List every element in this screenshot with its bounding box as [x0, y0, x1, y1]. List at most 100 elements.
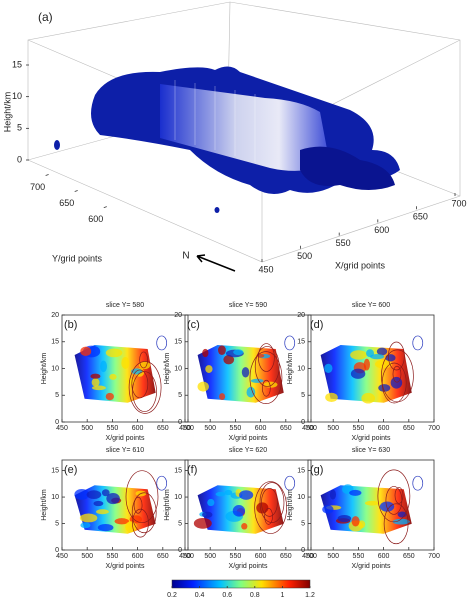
- field-patch: [241, 367, 250, 378]
- x-tick-label: 550: [107, 553, 119, 560]
- colorbar-tick-label: 0.2: [167, 592, 177, 598]
- y-tick-label: 15: [297, 467, 305, 474]
- y-tick: [45, 174, 49, 176]
- y-tick-label: 15: [174, 467, 182, 474]
- slice-panel: slice Y= 620 (f) 0 5 10 15 450 500 550 600 650 700 X…: [164, 447, 317, 570]
- x-tick-label: 500: [81, 553, 93, 560]
- contour: [392, 365, 402, 383]
- contour: [284, 335, 296, 351]
- axis-label: X/grid points: [106, 563, 145, 570]
- x-tick-label: 600: [378, 553, 390, 560]
- field-patch: [246, 386, 256, 398]
- field-patch: [218, 345, 226, 356]
- x-tick-label: 600: [374, 225, 389, 235]
- y-tick-label: 10: [51, 494, 59, 501]
- x-tick-label: 650: [157, 553, 169, 560]
- axis-label: Height/km: [41, 489, 48, 521]
- x-tick-label: 550: [230, 425, 242, 432]
- contour: [385, 486, 403, 515]
- field-patch: [91, 378, 100, 387]
- contour: [412, 475, 424, 491]
- contour: [133, 496, 143, 514]
- axis-label: Height/km: [164, 489, 171, 521]
- panel-label: (d): [310, 319, 323, 331]
- field-patch: [114, 518, 130, 525]
- x-tick-label: 650: [280, 425, 292, 432]
- contour: [284, 475, 296, 491]
- field-patch: [349, 489, 362, 496]
- slice-panel: slice Y= 600 (d) 0 5 10 15 20 450 500 550 600 650 70…: [287, 302, 440, 442]
- panel-title: slice Y= 600: [352, 302, 390, 309]
- field-patch: [392, 518, 410, 525]
- y-tick-label: 15: [51, 467, 59, 474]
- field: [320, 335, 424, 404]
- y-tick-label: 15: [174, 339, 182, 346]
- contour: [132, 508, 149, 538]
- field-patch: [363, 358, 370, 371]
- field-patch: [350, 350, 367, 360]
- y-tick-label: 10: [297, 365, 305, 372]
- x-tick-label: 500: [327, 425, 339, 432]
- contour: [388, 341, 405, 371]
- z-tick-label: 0: [17, 154, 22, 164]
- axis-label: Height/km: [2, 92, 12, 133]
- field-patch: [92, 385, 106, 391]
- contour: [394, 487, 404, 504]
- field-patch: [324, 363, 333, 373]
- y-tick-label: 700: [30, 182, 45, 192]
- field-patch: [121, 356, 130, 369]
- field: [320, 469, 424, 545]
- plot-frame: [61, 459, 189, 551]
- contour: [259, 482, 285, 523]
- y-tick-label: 10: [174, 365, 182, 372]
- y-tick-label: 0: [301, 547, 305, 554]
- panel-title: slice Y= 630: [352, 447, 390, 454]
- x-tick-label: 450: [302, 425, 314, 432]
- x-tick-label: 650: [403, 553, 415, 560]
- y-tick-label: 20: [297, 312, 305, 319]
- contour: [261, 488, 278, 517]
- field: [74, 335, 168, 414]
- colorbar: [171, 579, 311, 589]
- plot-frame: [307, 459, 435, 551]
- field-patch: [125, 521, 137, 533]
- field-patch: [250, 378, 264, 383]
- y-tick-label: 10: [297, 494, 305, 501]
- field: [193, 475, 296, 534]
- field-patch: [385, 354, 396, 362]
- x-tick-label: 450: [179, 425, 191, 432]
- field-patch: [239, 490, 254, 500]
- field-patch: [361, 392, 376, 404]
- field-patch: [241, 523, 248, 530]
- z-tick-label: 10: [12, 91, 22, 101]
- y-tick-label: 20: [51, 312, 59, 319]
- panel-title: slice Y= 610: [106, 447, 144, 454]
- x-tick-label: 500: [81, 425, 93, 432]
- x-tick-label: 500: [327, 553, 339, 560]
- field-patch: [79, 513, 98, 523]
- y-tick-label: 15: [51, 339, 59, 346]
- panel-title: slice Y= 590: [229, 302, 267, 309]
- x-tick-label: 700: [451, 198, 466, 208]
- north-arrow: [196, 254, 236, 272]
- x-tick-label: 600: [378, 425, 390, 432]
- contour: [264, 508, 273, 525]
- field-patch: [205, 365, 213, 373]
- field-patch: [202, 348, 209, 358]
- y-tick-label: 10: [51, 365, 59, 372]
- y-tick-label: 0: [55, 419, 59, 426]
- x-tick-label: 600: [255, 425, 267, 432]
- field-patch: [223, 354, 235, 365]
- field-patch: [390, 376, 403, 389]
- field-patch: [215, 491, 226, 497]
- contour: [381, 349, 414, 403]
- x-tick-label: 700: [182, 553, 194, 560]
- contour: [254, 481, 287, 534]
- y-tick-label: 600: [88, 214, 103, 224]
- x-tick-label: 550: [353, 425, 365, 432]
- field-patch: [193, 517, 212, 529]
- x-tick-label: 450: [179, 553, 191, 560]
- panel-label: (e): [64, 464, 77, 476]
- field-patch: [350, 368, 366, 379]
